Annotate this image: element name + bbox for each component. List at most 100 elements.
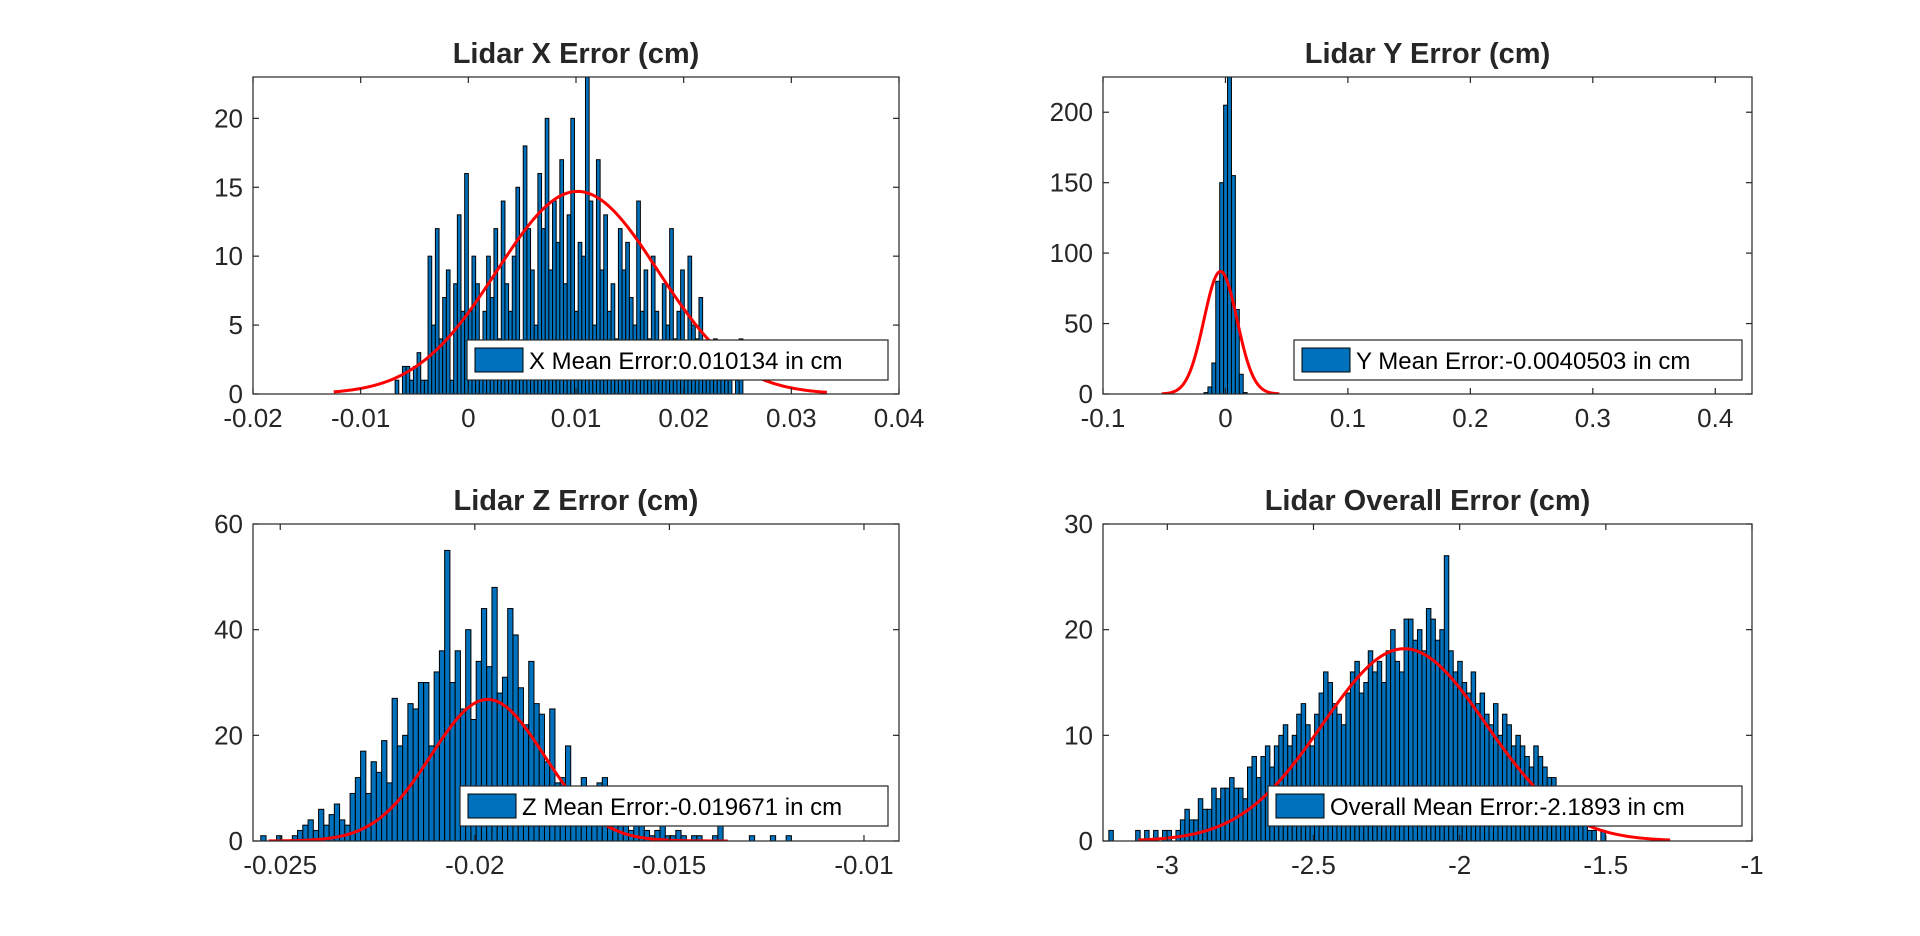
- histogram-bar: [449, 682, 456, 841]
- histogram-bar: [559, 159, 565, 394]
- histogram-bar: [1238, 373, 1244, 394]
- histogram-bars: [1203, 77, 1248, 394]
- histogram-bar: [717, 824, 724, 841]
- x-tick-label: -0.025: [243, 850, 317, 880]
- legend: X Mean Error:0.010134 in cm: [466, 339, 889, 381]
- histogram-bar: [375, 771, 383, 841]
- axes-box: [1102, 76, 1753, 395]
- legend-label: X Mean Error:0.010134 in cm: [529, 348, 843, 375]
- x-tick-label: -0.1: [1081, 403, 1126, 433]
- histogram-bar: [442, 297, 447, 394]
- x-tick-label: 0.01: [551, 403, 602, 433]
- x-tick-label: 0: [1218, 403, 1232, 433]
- y-tick-label: 5: [229, 310, 243, 340]
- histogram-bar: [515, 186, 521, 394]
- legend-label: Z Mean Error:-0.019671 in cm: [522, 794, 842, 821]
- histogram-bar: [433, 671, 440, 841]
- y-tick-label: 150: [1050, 168, 1093, 198]
- histogram-bar: [407, 703, 414, 841]
- histogram-bar: [769, 835, 777, 841]
- histogram-bar: [1202, 808, 1208, 841]
- histogram-bar: [396, 745, 404, 841]
- x-tick-label: -0.015: [633, 850, 707, 880]
- histogram-bar: [456, 214, 462, 394]
- x-tick-label: 0.03: [766, 403, 817, 433]
- x-tick-label: -0.01: [331, 403, 390, 433]
- histogram-bar: [431, 324, 436, 394]
- histogram-bar: [1224, 787, 1231, 841]
- legend: Y Mean Error:-0.0040503 in cm: [1293, 339, 1743, 381]
- histogram-bar: [735, 379, 740, 394]
- legend: Overall Mean Error:-2.1893 in cm: [1267, 785, 1743, 827]
- legend-label: Overall Mean Error:-2.1893 in cm: [1330, 794, 1685, 821]
- histogram-bar: [365, 792, 372, 841]
- x-tick-label: -1: [1740, 850, 1763, 880]
- histogram-bar: [1207, 386, 1213, 394]
- histogram-bar: [1247, 766, 1253, 841]
- x-tick-label: 0.3: [1575, 403, 1611, 433]
- histogram-bar: [493, 228, 499, 394]
- histogram-bar: [1242, 798, 1249, 841]
- histogram-bar: [636, 200, 641, 394]
- legend-swatch: [1275, 793, 1325, 819]
- legend: Z Mean Error:-0.019671 in cm: [459, 785, 889, 827]
- x-tick-label: 0.04: [874, 403, 925, 433]
- histogram-bar: [453, 283, 458, 394]
- normal-fit-curve: [1161, 269, 1280, 394]
- axes-box: [252, 523, 900, 842]
- y-tick-label: 20: [214, 720, 243, 750]
- histogram-bar: [1108, 829, 1114, 841]
- normal-fit-curve: [268, 697, 728, 841]
- x-tick-label: 0.02: [658, 403, 709, 433]
- y-tick-label: 30: [1064, 509, 1093, 539]
- y-tick-label: 0: [229, 379, 243, 409]
- histogram-bar: [1220, 787, 1226, 841]
- x-tick-label: 0.1: [1330, 403, 1366, 433]
- histogram-bar: [1234, 308, 1240, 394]
- y-tick-label: 20: [214, 103, 243, 133]
- legend-swatch: [474, 347, 524, 373]
- histogram-bar: [748, 835, 756, 841]
- x-tick-label: -0.02: [223, 403, 282, 433]
- y-tick-label: 40: [214, 615, 243, 645]
- legend-box: [459, 785, 889, 827]
- histogram-bar: [401, 365, 407, 394]
- x-tick-label: 0.4: [1697, 403, 1733, 433]
- y-tick-label: 50: [1064, 309, 1093, 339]
- histogram-bar: [1251, 755, 1257, 841]
- histogram-bar: [1227, 77, 1232, 394]
- histogram-bar: [785, 835, 792, 841]
- histogram-bar: [1229, 777, 1235, 841]
- histogram-bar: [588, 200, 594, 394]
- histogram-bar: [1197, 798, 1204, 841]
- x-tick-label: -1.5: [1583, 850, 1628, 880]
- histogram-bar: [394, 379, 400, 394]
- legend-swatch: [1301, 347, 1351, 373]
- subplot-title: Lidar Y Error (cm): [1305, 38, 1551, 70]
- x-tick-label: -2: [1448, 850, 1471, 880]
- histogram-bar: [1219, 182, 1225, 394]
- histogram-bar: [1591, 829, 1597, 841]
- x-tick-label: -0.01: [834, 850, 893, 880]
- y-tick-label: 10: [1064, 720, 1093, 750]
- histogram-bar: [339, 819, 346, 841]
- y-tick-label: 20: [1064, 615, 1093, 645]
- y-tick-label: 0: [1079, 826, 1093, 856]
- legend-box: [1293, 339, 1743, 381]
- y-tick-label: 100: [1050, 238, 1093, 268]
- histogram-bar: [445, 269, 451, 394]
- histogram-bar: [603, 214, 608, 394]
- x-tick-label: -3: [1156, 850, 1179, 880]
- histogram-bar: [1211, 787, 1217, 841]
- y-tick-label: 60: [214, 509, 243, 539]
- subplot-3: -0.025 -0.02 -0.015 -0.01 0 20 40 60 Lidar Z Err…: [214, 485, 900, 880]
- x-tick-label: -0.02: [445, 850, 504, 880]
- histogram-bar: [417, 682, 425, 841]
- histogram-bar: [464, 172, 469, 394]
- histogram-bar: [633, 824, 640, 841]
- histogram-bar: [1230, 175, 1236, 394]
- histogram-bar: [1206, 808, 1213, 841]
- legend-box: [466, 339, 889, 381]
- histogram-bar: [381, 740, 388, 841]
